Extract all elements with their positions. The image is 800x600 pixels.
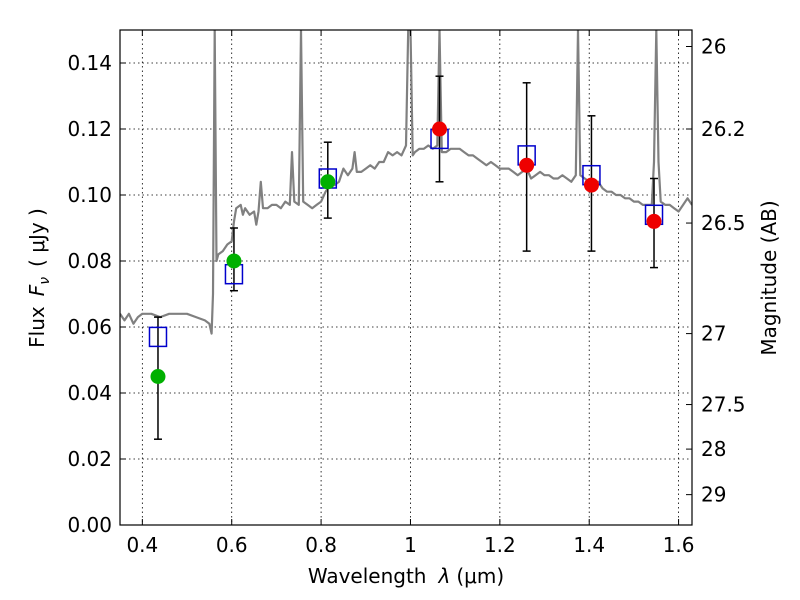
x-tick-label: 0.8 (305, 533, 337, 557)
x-tick-label: 0.6 (216, 533, 248, 557)
red-point (646, 213, 662, 229)
y-tick-label: 0.12 (67, 117, 112, 141)
y-axis-label-text: Flux (25, 306, 49, 348)
y-axis-label-symbol: F (25, 284, 49, 296)
box-layer (148, 128, 664, 348)
right-tick-label: 28 (701, 437, 726, 461)
red-point (432, 121, 448, 137)
x-tick-label: 1.6 (663, 533, 695, 557)
tick-layer: 0.4 0.6 0.8 1 1.2 1.4 1.6 0.00 0.02 0.04 0.06 0.08 0… (67, 30, 746, 557)
right-axis-label: Magnitude (AB) (757, 200, 781, 355)
x-tick-label: 1 (404, 533, 417, 557)
red-point (583, 177, 599, 193)
right-tick-label: 26.5 (701, 211, 746, 235)
y-tick-label: 0.06 (67, 315, 112, 339)
y-tick-label: 0.00 (67, 513, 112, 537)
x-axis-label: Wavelength λ (μm) (308, 564, 504, 588)
y-axis-label-subscript: ν (37, 277, 53, 285)
red-point (519, 157, 535, 173)
spectrum-layer (120, 30, 692, 335)
right-tick-label: 26 (701, 35, 726, 59)
plot-frame (119, 29, 693, 526)
y-tick-label: 0.08 (67, 249, 112, 273)
x-axis-label-text: Wavelength (308, 564, 427, 588)
x-tick-label: 1.2 (484, 533, 516, 557)
y-tick-label: 0.02 (67, 447, 112, 471)
right-tick-label: 26.2 (701, 117, 746, 141)
x-axis-label-symbol: λ (438, 564, 451, 588)
y-axis-label-unit: ( μJy ) (25, 208, 49, 267)
x-axis-label-unit: (μm) (456, 564, 504, 588)
y-tick-label: 0.10 (67, 183, 112, 207)
model-spectrum-line (120, 30, 692, 335)
right-tick-label: 27.5 (701, 393, 746, 417)
point-layer (150, 121, 662, 384)
green-point (150, 369, 166, 384)
green-point (320, 174, 336, 190)
green-point (226, 253, 242, 269)
y-axis-label: Flux Fν ( μJy ) (25, 208, 53, 348)
x-tick-label: 1.4 (573, 533, 605, 557)
y-tick-label: 0.14 (67, 51, 112, 75)
right-tick-label: 27 (701, 322, 726, 346)
x-tick-label: 0.4 (126, 533, 158, 557)
y-tick-label: 0.04 (67, 381, 112, 405)
right-tick-label: 29 (701, 483, 726, 507)
model-box (148, 326, 168, 348)
